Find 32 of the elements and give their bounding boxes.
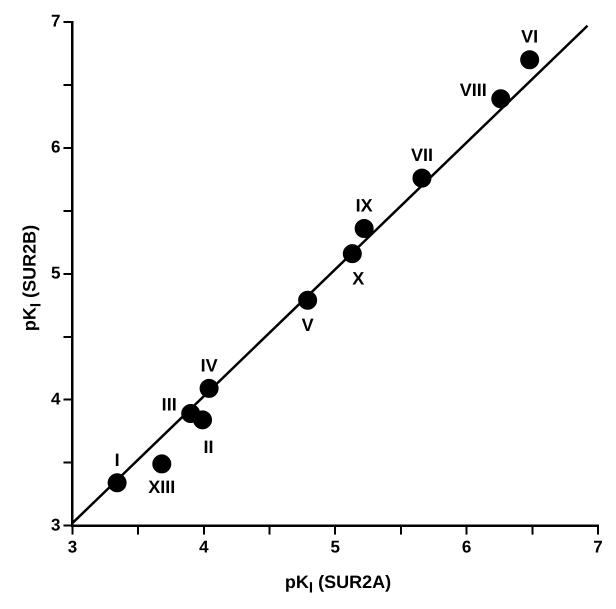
- annotation: I: [114, 450, 120, 470]
- annotation: VI: [521, 26, 538, 47]
- point: [354, 218, 374, 238]
- x-tick-label: 7: [593, 537, 603, 556]
- x-axis-title: pK$_{I}$ (SUR2A): [284, 572, 392, 597]
- annotation: III: [162, 394, 177, 415]
- x-tick-label: 4: [199, 537, 210, 556]
- x-tick-label: 6: [462, 537, 472, 556]
- annotation: IX: [356, 195, 373, 216]
- point: [412, 168, 432, 188]
- point: [108, 473, 127, 492]
- annotation: II: [204, 436, 214, 457]
- point: [342, 244, 362, 264]
- y-tick-label: 4: [50, 389, 61, 408]
- x-tick-label: 3: [68, 537, 78, 556]
- point: [200, 378, 219, 398]
- annotation: IV: [200, 355, 218, 376]
- y-tick-label: 6: [50, 138, 60, 157]
- y-tick-label: 7: [50, 12, 60, 31]
- annotation: XIII: [148, 476, 176, 497]
- annotation: VII: [410, 145, 433, 166]
- point: [491, 89, 510, 108]
- point: [298, 290, 318, 310]
- point: [193, 410, 212, 430]
- y-tick-label: 3: [50, 515, 60, 534]
- x-tick-label: 5: [330, 537, 340, 556]
- point: [520, 50, 540, 70]
- annotation: X: [352, 268, 364, 289]
- annotation: VIII: [460, 80, 487, 100]
- annotation: V: [302, 315, 314, 336]
- point: [152, 454, 172, 474]
- y-tick-label: 5: [50, 263, 60, 282]
